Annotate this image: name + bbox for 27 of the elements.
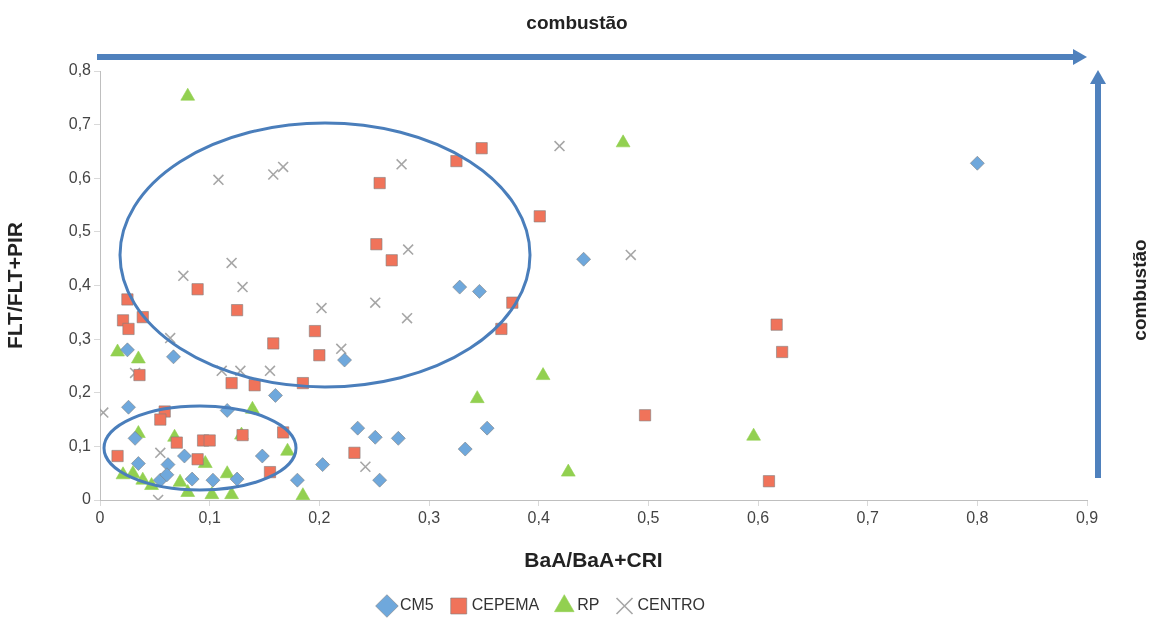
x-tick-label: 0,8	[966, 509, 989, 527]
legend-label: CEPEMA	[471, 596, 540, 614]
x-tick-label: 0,1	[198, 509, 221, 527]
x-tick-label: 0,5	[637, 509, 660, 527]
y-tick-label: 0	[82, 490, 92, 508]
legend-label: CENTRO	[637, 596, 706, 614]
x-tick-label: 0,6	[746, 509, 770, 527]
y-tick-label: 0,1	[68, 436, 92, 454]
text: combustão	[1129, 239, 1151, 341]
y-axis-title: FLT/FLT+PIR	[3, 222, 27, 349]
legend-label: RP	[577, 596, 600, 614]
x-tick-label: 0,2	[308, 509, 331, 527]
y-tick-label: 0,2	[68, 383, 92, 401]
y-tick-label: 0,8	[68, 61, 92, 79]
text: combustão	[525, 12, 629, 34]
x-tick-label: 0,9	[1075, 509, 1099, 527]
y-tick-label: 0,4	[68, 275, 92, 293]
y-tick-label: 0,5	[68, 222, 92, 240]
x-tick-label: 0,4	[527, 509, 550, 527]
x-tick-label: 0	[95, 509, 105, 527]
x-tick-label: 0,3	[417, 509, 441, 527]
y-tick-label: 0,7	[68, 115, 92, 133]
x-tick-label: 0,7	[856, 509, 879, 527]
legend-label: CM5	[399, 596, 434, 614]
y-tick-label: 0,6	[68, 168, 92, 186]
y-tick-label: 0,3	[68, 329, 92, 347]
x-axis-title: BaA/BaA+CRI	[524, 548, 663, 572]
